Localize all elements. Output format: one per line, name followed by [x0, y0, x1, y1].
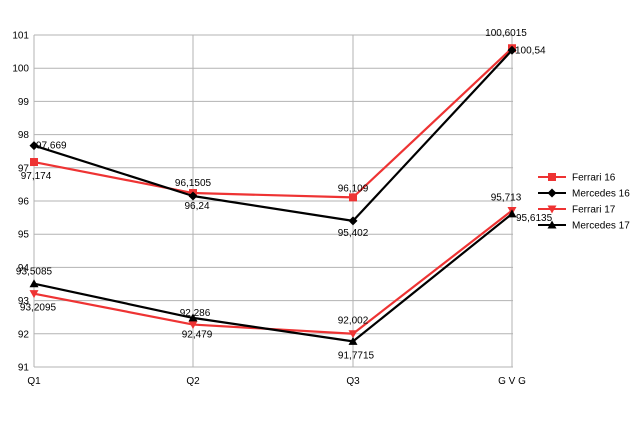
y-tick-label: 100	[12, 64, 29, 75]
series-line	[33, 49, 513, 222]
y-tick-label: 94	[18, 263, 30, 274]
data-point-marker	[29, 279, 39, 288]
y-tick-label: 99	[18, 97, 30, 108]
data-label: 91,7715	[338, 350, 375, 361]
data-point-marker	[348, 330, 358, 339]
data-label: 96,1505	[175, 178, 212, 189]
legend-label: Mercedes 17	[572, 221, 630, 232]
data-point-marker	[188, 313, 198, 322]
y-tick-label: 93	[18, 296, 30, 307]
data-point-marker	[349, 193, 357, 202]
data-label: 92,479	[182, 330, 213, 341]
data-label: 100,54	[515, 45, 546, 56]
legend-marker	[547, 188, 557, 198]
series-line	[33, 212, 513, 343]
x-tick-label: Q3	[346, 376, 360, 387]
x-tick-label: Q2	[186, 376, 200, 387]
data-point-marker	[188, 191, 198, 201]
x-tick-label: Q1	[27, 376, 41, 387]
data-label: 92,002	[338, 316, 369, 327]
data-point-marker	[188, 321, 198, 330]
data-label: 97,669	[36, 141, 67, 152]
legend-label: Ferrari 16	[572, 173, 616, 184]
y-tick-label: 92	[18, 329, 30, 340]
y-tick-label: 96	[18, 197, 30, 208]
data-label: 95,713	[491, 193, 522, 204]
gridlines	[33, 34, 513, 368]
data-point-marker	[30, 158, 38, 167]
legend-marker	[547, 205, 557, 214]
data-label: 93,5085	[16, 267, 53, 278]
data-point-marker	[29, 290, 39, 299]
data-point-marker	[29, 141, 39, 151]
legend-item: Mercedes 17	[538, 220, 630, 232]
data-label: 100,6015	[485, 28, 527, 39]
data-label: 92,286	[180, 308, 211, 319]
data-point-marker	[507, 209, 517, 218]
data-point-marker	[348, 336, 358, 345]
axes: 91 92 93 94 95 96 97 98 99 100 101 Q1 Q2 Q3 G V G	[12, 31, 526, 388]
data-label: 97,174	[21, 171, 52, 182]
data-labels: 97,174 96,24 96,109 100,6015 97,669 96,1505 95…	[16, 28, 553, 361]
y-tick-label: 101	[12, 31, 29, 42]
data-point-marker	[348, 216, 358, 226]
y-tick-label: 97	[18, 163, 30, 174]
y-tick-label: 91	[18, 363, 30, 374]
y-tick-label: 95	[18, 230, 30, 241]
data-label: 95,402	[338, 228, 369, 239]
legend-item: Ferrari 17	[538, 205, 616, 216]
legend-item: Mercedes 16	[538, 188, 630, 200]
series-line	[33, 47, 513, 199]
data-point-marker	[507, 45, 517, 55]
series-layer	[29, 44, 517, 345]
legend-item: Ferrari 16	[538, 173, 616, 184]
legend-marker	[547, 220, 557, 229]
x-tick-label: G V G	[498, 376, 526, 387]
data-label: 96,109	[338, 183, 369, 194]
legend-label: Ferrari 17	[572, 205, 616, 216]
legend-label: Mercedes 16	[572, 189, 630, 200]
y-tick-label: 98	[18, 130, 30, 141]
data-label: 96,24	[184, 201, 209, 212]
legend-marker	[548, 173, 556, 181]
data-label: 95,6135	[516, 213, 553, 224]
data-label: 93,2095	[20, 303, 57, 314]
legend: Ferrari 16 Mercedes 16 Ferrari 17 Mercedes …	[538, 173, 630, 232]
